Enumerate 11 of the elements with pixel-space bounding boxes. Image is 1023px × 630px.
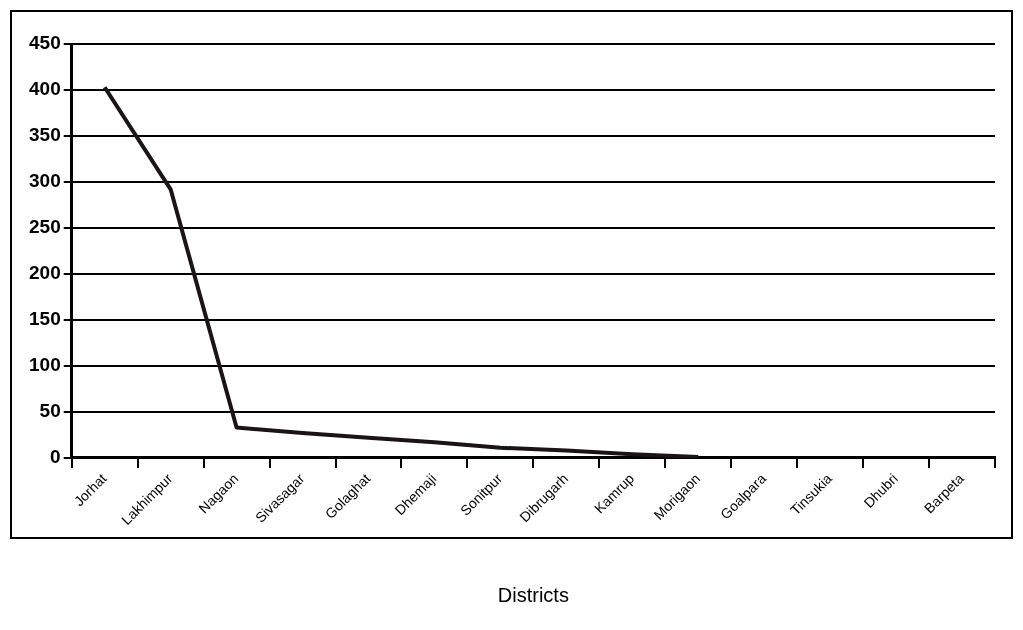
y-tick-label: 150 [29, 308, 61, 330]
y-tick-label: 300 [29, 170, 61, 192]
y-tick-label: 100 [29, 354, 61, 376]
y-tick-label: 350 [29, 124, 61, 146]
y-tick-label: 200 [29, 262, 61, 284]
y-tick-label: 450 [29, 32, 61, 54]
y-tick-label: 0 [50, 446, 61, 468]
y-tick-label: 50 [39, 400, 61, 422]
x-axis-title: Districts [497, 583, 569, 606]
y-tick-label: 400 [29, 78, 61, 100]
y-tick-label: 250 [29, 216, 61, 238]
